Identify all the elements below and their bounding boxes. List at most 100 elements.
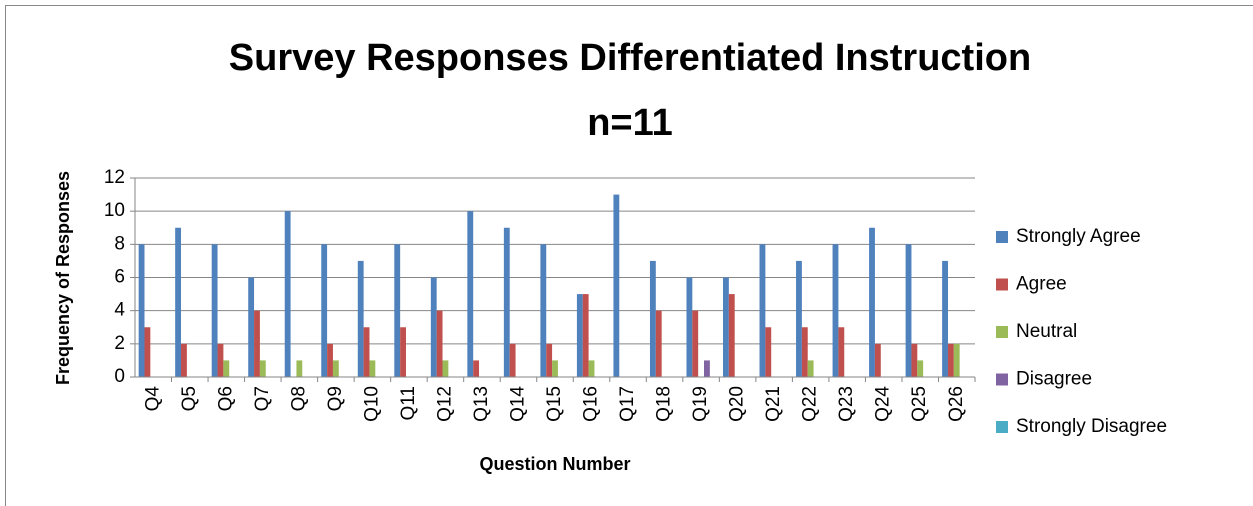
bar (430, 277, 437, 377)
y-tick-label: 8 (114, 233, 125, 254)
bar (728, 294, 735, 377)
bar (211, 244, 218, 377)
legend-label: Strongly Agree (1016, 226, 1141, 247)
legend-swatch (996, 326, 1008, 338)
bar (917, 360, 924, 377)
x-axis-title: Question Number (479, 454, 630, 474)
bar (686, 277, 693, 377)
legend-swatch (996, 278, 1008, 291)
bar (655, 310, 662, 377)
x-tick-label: Q16 (581, 386, 602, 422)
y-axis-title: Frequency of Responses (53, 171, 73, 385)
x-tick-label: Q7 (252, 386, 273, 411)
x-tick-label: Q18 (654, 386, 675, 422)
bar (552, 360, 558, 377)
bar (838, 327, 845, 377)
bar (801, 327, 808, 377)
x-tick-label: Q12 (434, 386, 455, 422)
chart-subtitle: n=11 (587, 102, 673, 144)
bar (138, 244, 145, 377)
bar (467, 211, 474, 377)
x-tick-label: Q6 (215, 386, 236, 411)
x-tick-label: Q23 (836, 386, 857, 422)
bar (588, 360, 595, 377)
x-tick-label: Q20 (727, 386, 748, 422)
bar (144, 327, 151, 377)
bar (692, 310, 699, 377)
x-tick-label: Q5 (179, 386, 200, 411)
bar (217, 343, 224, 377)
bar (704, 360, 710, 377)
x-tick-label: Q4 (142, 386, 163, 412)
x-tick-label: Q19 (690, 386, 711, 422)
y-tick-label: 10 (104, 200, 125, 221)
x-tick-label: Q13 (471, 386, 492, 422)
bar (436, 310, 443, 377)
bar (540, 244, 547, 377)
bar (905, 244, 912, 377)
y-tick-label: 2 (114, 333, 125, 354)
x-tick-label: Q17 (617, 386, 638, 422)
x-tick-label: Q22 (800, 386, 821, 422)
bar (807, 360, 814, 377)
bar (613, 194, 620, 377)
y-tick-label: 4 (114, 300, 125, 321)
bar (582, 294, 589, 377)
bar (357, 260, 364, 377)
bar (765, 327, 772, 377)
bar (874, 343, 881, 377)
bar (796, 260, 802, 377)
x-tick-label: Q15 (544, 386, 565, 422)
legend-label: Agree (1016, 274, 1067, 295)
bar (254, 310, 260, 377)
legend-label: Strongly Disagree (1016, 416, 1167, 437)
bar (503, 227, 510, 377)
bar (248, 277, 255, 377)
y-tick-label: 12 (104, 167, 125, 188)
x-tick-label: Q21 (763, 386, 784, 422)
x-tick-label: Q26 (946, 386, 967, 422)
bar (911, 343, 918, 377)
x-tick-label: Q25 (909, 386, 930, 422)
x-tick-label: Q24 (873, 386, 894, 422)
bar (546, 343, 553, 377)
bar (327, 343, 333, 377)
chart-border (5, 5, 1253, 506)
bar (259, 360, 266, 377)
x-tick-label: Q11 (398, 386, 419, 421)
bar (942, 260, 948, 377)
bar (394, 244, 401, 377)
x-tick-label: Q10 (361, 386, 382, 422)
bar (363, 327, 370, 377)
bar (442, 360, 449, 377)
bar (400, 327, 406, 377)
bar (509, 343, 516, 377)
bar (321, 244, 328, 377)
legend-swatch (996, 373, 1008, 386)
bar (284, 211, 291, 377)
bar (869, 227, 875, 377)
x-tick-label: Q8 (288, 386, 309, 411)
x-tick-label: Q14 (507, 386, 528, 422)
bar (175, 227, 182, 377)
bar (832, 244, 839, 377)
bar (369, 360, 376, 377)
legend-label: Disagree (1016, 369, 1092, 390)
x-tick-label: Q9 (325, 386, 346, 411)
bar (473, 360, 480, 377)
legend-swatch (996, 421, 1008, 433)
bar (296, 360, 303, 377)
bar (947, 343, 954, 377)
bar (649, 260, 656, 377)
bar (181, 343, 187, 377)
bar (953, 343, 960, 377)
legend-swatch (996, 231, 1008, 243)
bar (759, 244, 766, 377)
bar (223, 360, 230, 377)
legend-label: Neutral (1016, 321, 1077, 342)
bar (332, 360, 339, 377)
bar (576, 294, 583, 377)
y-tick-label: 6 (114, 267, 125, 288)
bar (723, 277, 729, 377)
